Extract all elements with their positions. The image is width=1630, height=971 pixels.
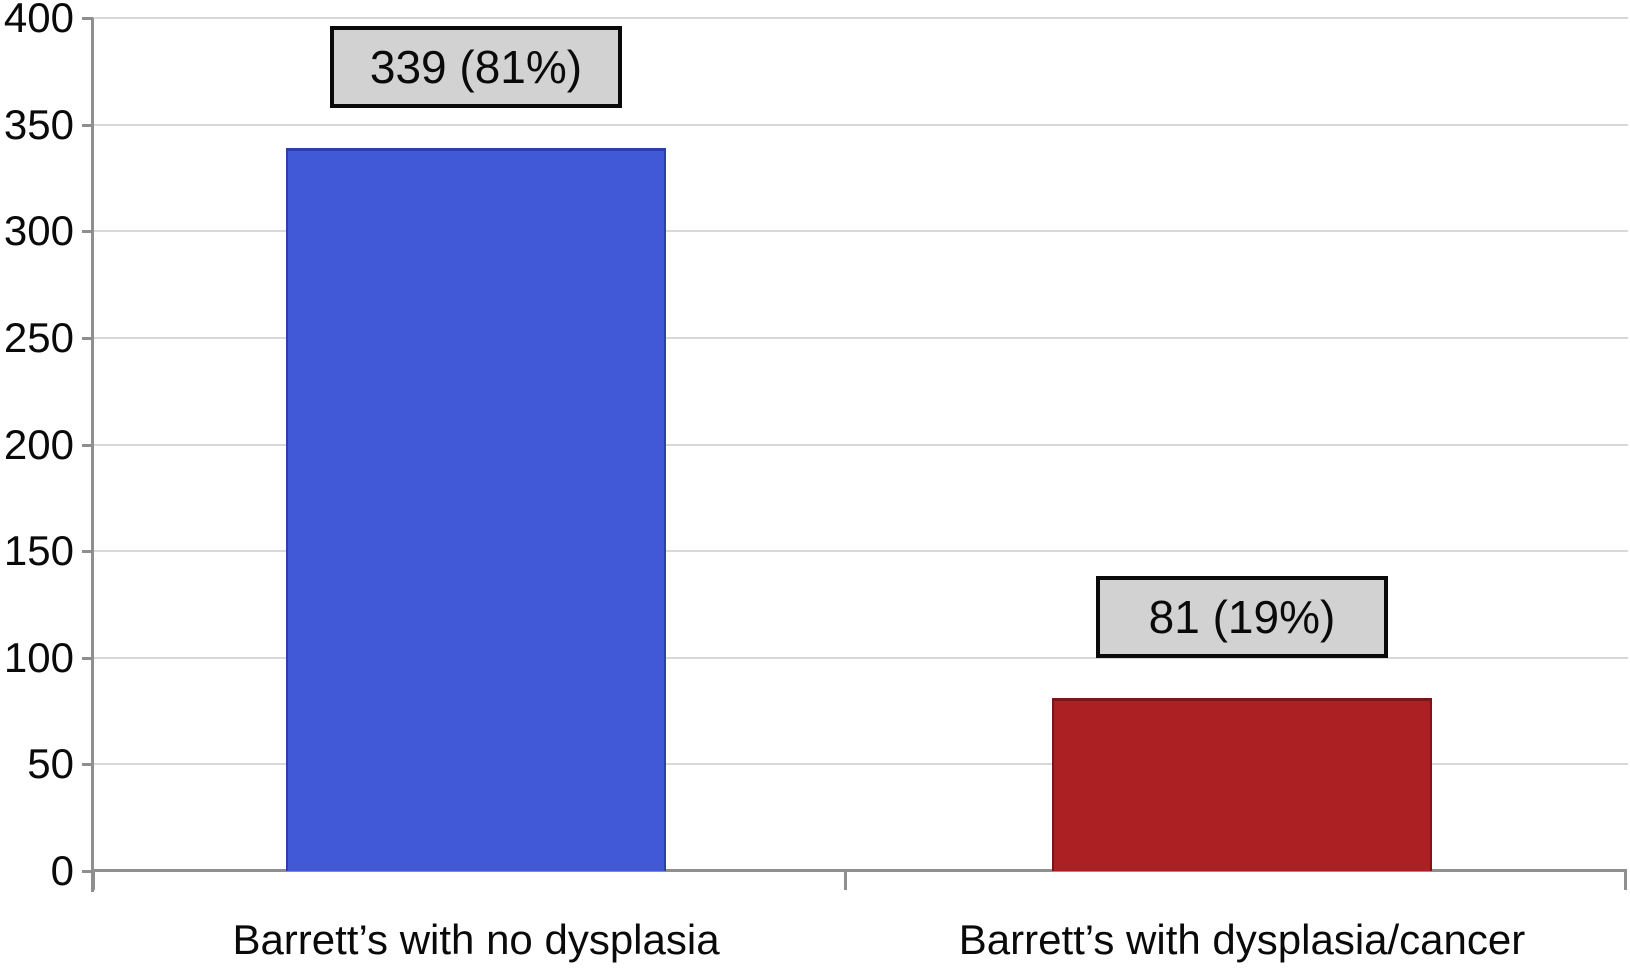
y-tick-label-50: 50 — [27, 740, 74, 788]
y-tick-label-250: 250 — [3, 313, 74, 361]
y-tick-label-100: 100 — [3, 633, 74, 681]
y-tick-mark-50 — [82, 763, 93, 767]
bar-no-dysplasia — [286, 148, 666, 871]
y-tick-mark-400 — [82, 17, 93, 20]
y-tick-mark-150 — [82, 550, 93, 554]
gridline-350 — [93, 123, 1628, 126]
y-tick-label-150: 150 — [3, 527, 74, 575]
y-tick-label-0: 0 — [50, 847, 74, 894]
gridline-250 — [93, 336, 1628, 339]
category-label-no-dysplasia: Barrett’s with no dysplasia — [232, 916, 720, 963]
y-tick-mark-200 — [82, 443, 93, 447]
x-axis-line — [93, 869, 1625, 872]
x-tick-mark-1 — [844, 869, 847, 890]
x-tick-mark-2 — [1624, 869, 1627, 890]
y-tick-label-400: 400 — [3, 0, 74, 41]
gridline-200 — [93, 443, 1628, 446]
y-tick-label-300: 300 — [3, 207, 74, 255]
y-axis-line — [91, 18, 94, 892]
y-tick-label-350: 350 — [3, 100, 74, 148]
y-tick-mark-300 — [82, 230, 93, 234]
value-label-dysplasia-cancer: 81 (19%) — [1096, 576, 1388, 659]
y-tick-label-200: 200 — [3, 420, 74, 468]
bar-dysplasia-cancer — [1052, 698, 1432, 871]
x-tick-mark-0 — [92, 869, 95, 890]
y-tick-mark-100 — [82, 656, 93, 660]
gridline-50 — [93, 763, 1628, 766]
y-tick-mark-350 — [82, 123, 93, 127]
value-label-no-dysplasia: 339 (81%) — [330, 26, 622, 109]
gridline-100 — [93, 656, 1628, 659]
gridline-400 — [93, 17, 1628, 19]
y-tick-mark-0 — [82, 870, 93, 873]
y-tick-mark-250 — [82, 336, 93, 340]
category-label-dysplasia-cancer: Barrett’s with dysplasia/cancer — [958, 916, 1526, 963]
gridline-300 — [93, 230, 1628, 233]
gridline-150 — [93, 550, 1628, 553]
